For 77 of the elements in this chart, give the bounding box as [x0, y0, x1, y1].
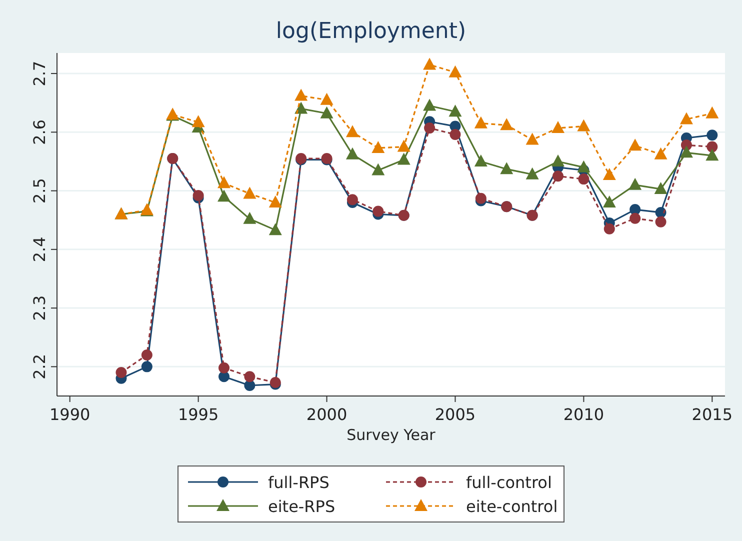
point [578, 174, 590, 185]
point [577, 119, 590, 132]
y-tick-label: 2.4 [30, 236, 49, 262]
legend-label: full-control [466, 473, 552, 492]
legend-label: full-RPS [268, 473, 330, 492]
point [346, 125, 359, 138]
point [500, 162, 514, 174]
point [630, 204, 641, 216]
point [552, 154, 564, 166]
legend-label: eite-control [466, 497, 558, 516]
point [654, 147, 668, 160]
point [577, 160, 590, 172]
x-tick-label: 2010 [563, 405, 604, 424]
point [526, 132, 539, 145]
point [268, 196, 282, 208]
point [628, 178, 642, 190]
point [218, 362, 230, 374]
y-tick-label: 2.6 [30, 119, 49, 145]
legend-label: eite-RPS [268, 497, 336, 516]
point [397, 152, 410, 165]
y-tick-label: 2.3 [30, 295, 49, 321]
point [218, 190, 230, 202]
x-tick-label: 2000 [306, 405, 348, 424]
point [552, 170, 564, 182]
point [602, 168, 616, 180]
point [450, 129, 461, 140]
point [192, 115, 205, 128]
x-tick-label: 1995 [178, 405, 219, 424]
point [243, 186, 256, 199]
x-axis-title: Survey Year [346, 426, 436, 444]
point [372, 140, 385, 153]
point [500, 118, 514, 130]
point [602, 196, 616, 208]
point [654, 182, 668, 194]
point [372, 163, 385, 176]
point [268, 223, 282, 236]
point [243, 212, 256, 224]
point [372, 206, 384, 217]
point [346, 194, 358, 206]
point [244, 371, 256, 382]
point [424, 122, 436, 134]
point [604, 223, 615, 234]
y-tick-label: 2.5 [30, 178, 49, 204]
point [526, 167, 539, 180]
point [192, 190, 204, 201]
point [141, 361, 152, 372]
x-tick-label: 2015 [692, 405, 733, 424]
point [116, 367, 127, 378]
point [423, 58, 436, 70]
point [320, 92, 334, 105]
point [552, 121, 564, 134]
point [706, 148, 719, 161]
point [423, 98, 436, 111]
point [680, 112, 693, 124]
point [294, 88, 308, 101]
point [630, 212, 641, 224]
x-tick-label: 2005 [434, 405, 476, 424]
point [628, 138, 642, 151]
point [475, 192, 486, 204]
y-tick-label: 2.2 [30, 354, 49, 380]
point [320, 106, 334, 118]
x-tick-label: 1990 [49, 405, 90, 424]
point [706, 106, 719, 118]
point [680, 146, 693, 158]
point [474, 116, 488, 128]
chart-title: log(Employment) [276, 19, 466, 44]
point [397, 140, 410, 152]
point [141, 349, 152, 360]
point [655, 216, 666, 228]
point [448, 65, 462, 78]
point [474, 154, 488, 166]
point [448, 104, 462, 117]
point [706, 130, 718, 141]
y-tick-label: 2.7 [30, 60, 49, 86]
point [346, 147, 359, 160]
point [706, 141, 718, 152]
point [218, 176, 230, 188]
